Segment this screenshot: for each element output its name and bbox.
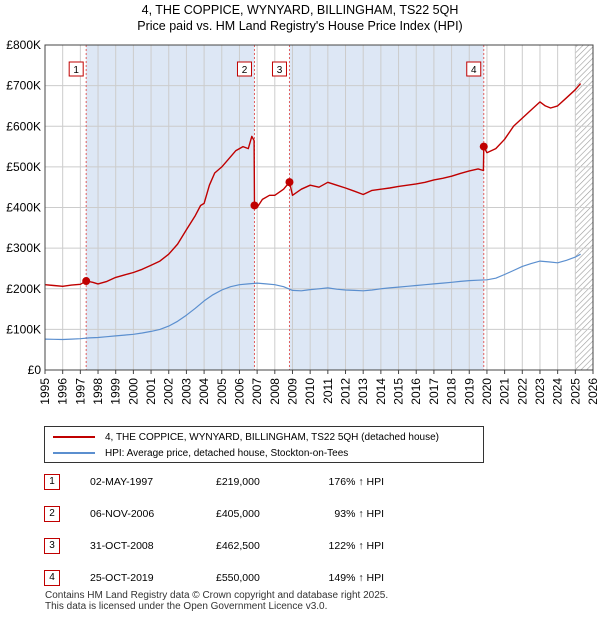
plot-frame bbox=[44, 44, 594, 371]
legend-swatch-price bbox=[53, 436, 95, 438]
x-tick-label: 2011 bbox=[321, 378, 335, 404]
y-tick-label: £400K bbox=[6, 201, 41, 215]
x-tick-label: 2025 bbox=[568, 378, 582, 405]
transaction-date: 06-NOV-2006 bbox=[90, 508, 155, 520]
transaction-number-badge: 2 bbox=[44, 506, 60, 522]
x-tick-label: 1999 bbox=[109, 378, 123, 405]
transaction-hpi: 149% ↑ HPI bbox=[328, 572, 384, 584]
x-tick-label: 2026 bbox=[586, 378, 600, 405]
table-row: 2 06-NOV-2006 £405,000 93% ↑ HPI bbox=[44, 506, 384, 522]
transaction-date: 02-MAY-1997 bbox=[90, 476, 154, 488]
legend-item-price: 4, THE COPPICE, WYNYARD, BILLINGHAM, TS2… bbox=[53, 430, 439, 444]
y-tick-label: £100K bbox=[6, 322, 41, 336]
legend-item-hpi: HPI: Average price, detached house, Stoc… bbox=[53, 446, 348, 460]
footer-licence: This data is licensed under the Open Gov… bbox=[45, 601, 328, 612]
legend: 4, THE COPPICE, WYNYARD, BILLINGHAM, TS2… bbox=[44, 426, 484, 463]
x-tick-label: 2018 bbox=[445, 378, 459, 405]
footer-copyright: Contains HM Land Registry data © Crown c… bbox=[45, 590, 389, 601]
transaction-price: £462,500 bbox=[216, 540, 260, 552]
x-tick-label: 2024 bbox=[551, 378, 565, 405]
y-tick-label: £700K bbox=[6, 79, 41, 93]
price-chart: £0 £100K £200K £300K £400K £500K £600K £700K £80… bbox=[6, 38, 600, 405]
marker-badge-1 bbox=[68, 61, 84, 77]
y-tick-label: £0 bbox=[28, 363, 42, 377]
transaction-number-badge: 4 bbox=[44, 570, 60, 586]
transaction-hpi: 176% ↑ HPI bbox=[328, 476, 384, 488]
sale-point-4 bbox=[479, 142, 488, 151]
x-tick-label: 2009 bbox=[285, 378, 299, 405]
x-tick-label: 1995 bbox=[38, 378, 52, 405]
x-tick-label: 2008 bbox=[268, 378, 282, 405]
x-tick-label: 2014 bbox=[374, 378, 388, 405]
y-tick-label: £500K bbox=[6, 160, 41, 174]
x-tick-label: 2015 bbox=[392, 378, 406, 405]
legend-label-price: 4, THE COPPICE, WYNYARD, BILLINGHAM, TS2… bbox=[105, 431, 440, 443]
x-tick-label: 2021 bbox=[498, 378, 512, 405]
x-tick-label: 2019 bbox=[462, 378, 476, 405]
x-tick-label: 1998 bbox=[91, 378, 105, 405]
legend-swatch-hpi bbox=[53, 452, 95, 454]
chart-title-line1: 4, THE COPPICE, WYNYARD, BILLINGHAM, TS2… bbox=[141, 3, 459, 17]
x-tick-label: 2004 bbox=[197, 378, 211, 405]
x-tick-label: 2022 bbox=[515, 378, 529, 405]
marker-badge-4 bbox=[466, 61, 482, 77]
sale-point-3 bbox=[285, 178, 294, 187]
x-tick-label: 2017 bbox=[427, 378, 441, 405]
transaction-price: £550,000 bbox=[216, 572, 260, 584]
x-tick-label: 2023 bbox=[533, 378, 547, 405]
x-tick-label: 2002 bbox=[162, 378, 176, 405]
transaction-date: 31-OCT-2008 bbox=[90, 540, 154, 552]
transaction-number-badge: 1 bbox=[44, 474, 60, 490]
x-tick-label: 2012 bbox=[339, 378, 353, 405]
price-paid-line bbox=[44, 83, 582, 287]
transaction-date: 25-OCT-2019 bbox=[90, 572, 154, 584]
y-tick-label: £300K bbox=[6, 241, 41, 255]
y-tick-label: £600K bbox=[6, 119, 41, 133]
sale-point-1 bbox=[82, 277, 91, 286]
transaction-price: £219,000 bbox=[216, 476, 260, 488]
table-row: 4 25-OCT-2019 £550,000 149% ↑ HPI bbox=[44, 570, 384, 586]
footer: Contains HM Land Registry data © Crown c… bbox=[45, 590, 388, 612]
hpi-line bbox=[44, 253, 581, 341]
marker-badge-3 bbox=[271, 61, 287, 77]
x-tick-label: 2007 bbox=[250, 378, 264, 405]
x-tick-label: 1996 bbox=[56, 378, 70, 405]
x-tick-label: 2001 bbox=[144, 378, 158, 405]
transaction-hpi: 122% ↑ HPI bbox=[328, 540, 384, 552]
marker-badge-label-3: 3 bbox=[277, 65, 283, 76]
marker-badge-label-1: 1 bbox=[73, 65, 79, 76]
y-tick-label: £800K bbox=[6, 38, 41, 52]
x-tick-label: 2000 bbox=[126, 378, 140, 405]
x-tick-label: 2016 bbox=[409, 378, 423, 405]
marker-badge-label-4: 4 bbox=[471, 65, 477, 76]
chart-title-line2: Price paid vs. HM Land Registry's House … bbox=[137, 19, 463, 33]
transaction-number-badge: 3 bbox=[44, 538, 60, 554]
x-tick-label: 2010 bbox=[303, 378, 317, 405]
x-tick-label: 2020 bbox=[480, 378, 494, 405]
transaction-price: £405,000 bbox=[216, 508, 260, 520]
table-row: 1 02-MAY-1997 £219,000 176% ↑ HPI bbox=[44, 474, 384, 490]
x-tick-label: 2006 bbox=[232, 378, 246, 405]
y-tick-label: £200K bbox=[6, 282, 41, 296]
marker-badge-2 bbox=[236, 61, 252, 77]
marker-badge-label-2: 2 bbox=[242, 65, 248, 76]
sale-point-2 bbox=[250, 201, 259, 210]
x-tick-label: 1997 bbox=[73, 378, 87, 405]
transaction-hpi: 93% ↑ HPI bbox=[334, 508, 384, 520]
table-row: 3 31-OCT-2008 £462,500 122% ↑ HPI bbox=[44, 538, 384, 554]
x-tick-label: 2005 bbox=[215, 378, 229, 405]
legend-label-hpi: HPI: Average price, detached house, Stoc… bbox=[105, 447, 349, 459]
x-tick-label: 2013 bbox=[356, 378, 370, 405]
x-tick-label: 2003 bbox=[179, 378, 193, 405]
